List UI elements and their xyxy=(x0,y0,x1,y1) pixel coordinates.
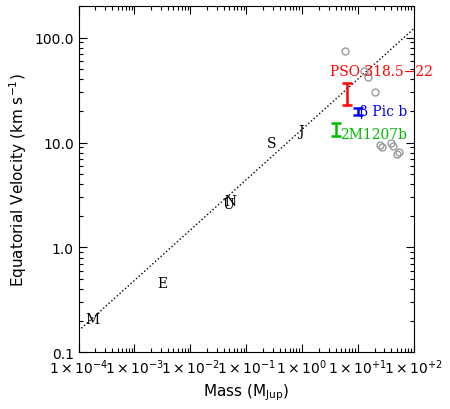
Text: PSO 318.5−22: PSO 318.5−22 xyxy=(330,65,433,79)
Text: E: E xyxy=(157,276,167,290)
Y-axis label: Equatorial Velocity (km s$^{-1}$): Equatorial Velocity (km s$^{-1}$) xyxy=(7,73,29,286)
X-axis label: Mass (M$_{\rm Jup}$): Mass (M$_{\rm Jup}$) xyxy=(203,382,289,402)
Text: β Pic b: β Pic b xyxy=(360,105,407,119)
Text: 2M1207b: 2M1207b xyxy=(340,128,407,142)
Text: M: M xyxy=(85,312,99,326)
Text: S: S xyxy=(267,137,276,151)
Text: U: U xyxy=(222,198,234,211)
Text: J: J xyxy=(298,124,303,138)
Text: N: N xyxy=(224,194,236,208)
